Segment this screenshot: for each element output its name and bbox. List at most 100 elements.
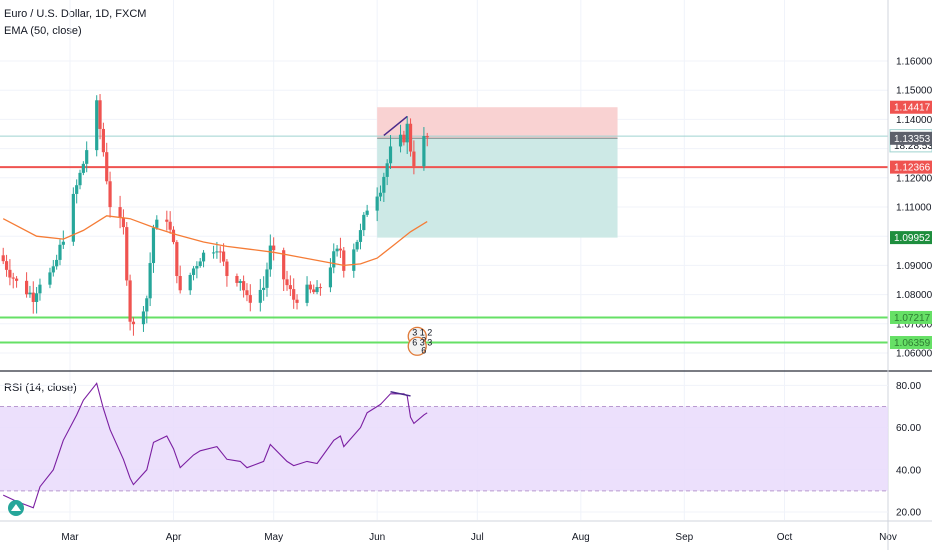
candle-body [195,266,199,269]
candle-body [292,289,296,300]
candle-body [78,172,82,186]
candle-body [28,292,32,295]
candle-body [285,279,289,286]
candle-body [265,269,269,288]
candle-body [108,181,112,208]
candle-body [422,136,426,167]
take-profit-zone [377,138,618,238]
ema-line [2,215,428,267]
candle-body [245,290,249,296]
y-tick-label: 1.16000 [896,57,932,68]
y-tick-label: 1.14000 [896,115,932,126]
rsi-y-tick-label: 40.00 [896,465,921,476]
candle-body [61,241,65,245]
candle-body [1,255,5,262]
candle-body [425,136,429,138]
candle-body [75,185,79,194]
candle-body [8,269,12,278]
price-tag-label: 1.09952 [894,233,931,244]
candle-body [295,299,299,303]
chart-title: Euro / U.S. Dollar, 1D, FXCM [4,8,147,20]
candle-body [262,287,266,290]
candle-body [178,276,182,291]
economic-event-icon [407,336,427,356]
candle-body [101,128,105,153]
candle-body [258,289,262,303]
candle-body [105,152,109,182]
y-tick-label: 1.07000 [896,319,932,330]
rsi-y-tick-label: 60.00 [896,423,921,434]
price-tag-target [890,231,932,245]
candle-body [191,268,196,275]
event-label: 6 3 3 [412,337,432,347]
candle-body [318,287,323,289]
candle-body [398,134,403,147]
candle-body [375,196,379,211]
price-tag-label: 1.12366 [894,163,931,174]
x-tick-label: Aug [572,532,590,543]
candle-body [282,250,286,280]
candle-body [358,230,363,242]
candle-body [38,284,42,294]
x-tick-label: May [264,532,283,543]
price-tag-stop [890,100,932,114]
x-tick-label: Oct [777,532,793,543]
candle-body [385,163,389,177]
event-count: 6 [421,345,426,355]
rsi-divergence-line [390,390,411,397]
candle-body [378,192,383,197]
candles [1,94,429,336]
y-tick-label: 1.11000 [896,203,932,214]
event-label: 3 1 2 [412,327,432,337]
candle-body [402,134,406,143]
rsi-line [2,382,428,509]
candle-body [215,251,219,253]
price-tag-support [890,310,932,324]
price-tag-entry [890,131,932,145]
price-tag-support [890,336,932,350]
candle-body [218,251,222,253]
candle-body [352,249,356,271]
candle-body [308,284,312,290]
rsi-y-tick-label: 80.00 [896,381,921,392]
candle-body [118,207,122,218]
candle-body [81,163,85,173]
candle-body [315,287,319,293]
candle-body [188,274,192,291]
candle-body [198,261,202,267]
price-tag-label: 1.06359 [894,338,931,349]
candle-body [148,263,152,299]
candle-body [165,219,169,222]
candle-body [131,321,136,325]
candle-body [145,298,149,312]
candle-body [332,251,336,268]
candle-body [128,280,132,322]
candle-body [48,272,52,285]
candle-body [151,227,156,264]
x-tick-label: Mar [61,532,79,543]
candle-body [268,245,272,270]
candle-body [4,261,9,270]
candle-body [242,281,246,291]
x-tick-label: Apr [166,532,182,543]
y-tick-label: 1.15000 [896,86,932,97]
candle-body [328,267,333,288]
candle-body [338,248,343,251]
settings-icon-glyph[interactable] [11,504,21,511]
candle-body [305,284,309,303]
candle-body [11,277,15,279]
candle-body [288,285,292,290]
candle-body [221,251,226,262]
candle-body [362,214,366,231]
candle-body [125,227,129,281]
ema-legend: EMA (50, close) [4,25,82,37]
candle-body [141,311,146,325]
candle-body [71,193,75,242]
candle-body [51,266,55,273]
candle-body [235,276,239,283]
candle-body [272,245,276,251]
candle-body [31,292,35,302]
candle-body [175,242,179,277]
candle-body [225,261,229,277]
